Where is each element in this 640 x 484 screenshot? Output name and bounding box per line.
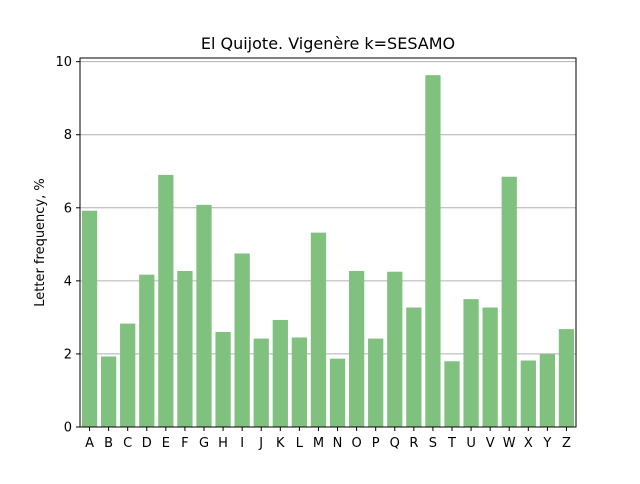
bar-k bbox=[272, 319, 288, 427]
bar-d bbox=[139, 274, 155, 427]
bar-u bbox=[463, 299, 479, 427]
x-tick-label: H bbox=[218, 436, 228, 451]
bar-b bbox=[100, 356, 117, 427]
chart-title: El Quijote. Vigenère k=SESAMO bbox=[201, 34, 455, 53]
y-axis-label: Letter frequency, % bbox=[33, 178, 48, 307]
x-tick-label: J bbox=[258, 436, 263, 451]
bar-q bbox=[387, 271, 403, 427]
bar-t bbox=[444, 361, 460, 427]
bar-y bbox=[539, 353, 556, 427]
y-tick-label: 8 bbox=[64, 128, 72, 143]
bars bbox=[81, 75, 575, 427]
bar-w bbox=[501, 176, 517, 427]
bar-h bbox=[215, 332, 231, 427]
bar-g bbox=[196, 204, 212, 427]
y-tick-label: 6 bbox=[64, 201, 72, 216]
y-tick-label: 4 bbox=[64, 274, 72, 289]
bar-s bbox=[425, 75, 441, 427]
bar-z bbox=[558, 329, 575, 427]
x-tick-label: Q bbox=[390, 436, 400, 451]
bar-p bbox=[368, 338, 384, 427]
x-tick-label: R bbox=[409, 436, 418, 451]
plot-frame bbox=[79, 57, 577, 428]
x-tick-label: T bbox=[447, 436, 456, 451]
bar-a bbox=[81, 210, 98, 427]
bar-n bbox=[329, 358, 346, 427]
x-tick-label: C bbox=[123, 436, 132, 451]
bar-m bbox=[310, 232, 327, 427]
x-tick-label: M bbox=[313, 436, 324, 451]
bar-x bbox=[520, 360, 536, 427]
x-tick-label: I bbox=[240, 436, 244, 451]
x-tick-label: N bbox=[333, 436, 343, 451]
x-tick-label: Z bbox=[562, 436, 571, 451]
x-tick-label: O bbox=[351, 436, 361, 451]
x-tick-label: V bbox=[486, 436, 495, 451]
bar-f bbox=[177, 270, 193, 427]
x-tick-label: X bbox=[524, 436, 533, 451]
bar-r bbox=[406, 307, 422, 427]
x-tick-label: U bbox=[466, 436, 476, 451]
x-tick-label: G bbox=[199, 436, 209, 451]
bar-i bbox=[234, 253, 250, 427]
x-tick-label: B bbox=[104, 436, 113, 451]
y-tick-label: 2 bbox=[64, 347, 72, 362]
x-tick-label: K bbox=[276, 436, 285, 451]
x-tick-label: S bbox=[429, 436, 437, 451]
x-tick-label: Y bbox=[542, 436, 551, 451]
bar-v bbox=[482, 307, 498, 427]
bar-j bbox=[253, 338, 269, 427]
x-tick-label: E bbox=[162, 436, 170, 451]
bar-c bbox=[120, 323, 136, 427]
x-tick-label: F bbox=[181, 436, 188, 451]
x-tick-label: A bbox=[85, 436, 94, 451]
bar-l bbox=[291, 337, 308, 427]
x-tick-label: L bbox=[296, 436, 304, 451]
y-tick-label: 0 bbox=[64, 421, 72, 436]
y-tick-label: 10 bbox=[55, 55, 72, 70]
bar-e bbox=[158, 174, 174, 427]
x-tick-label: W bbox=[503, 436, 516, 451]
y-axis-ticks: 0 2 4 6 8 10 bbox=[55, 55, 80, 436]
x-tick-label: P bbox=[372, 436, 380, 451]
bar-o bbox=[348, 270, 365, 427]
x-tick-label: D bbox=[142, 436, 152, 451]
